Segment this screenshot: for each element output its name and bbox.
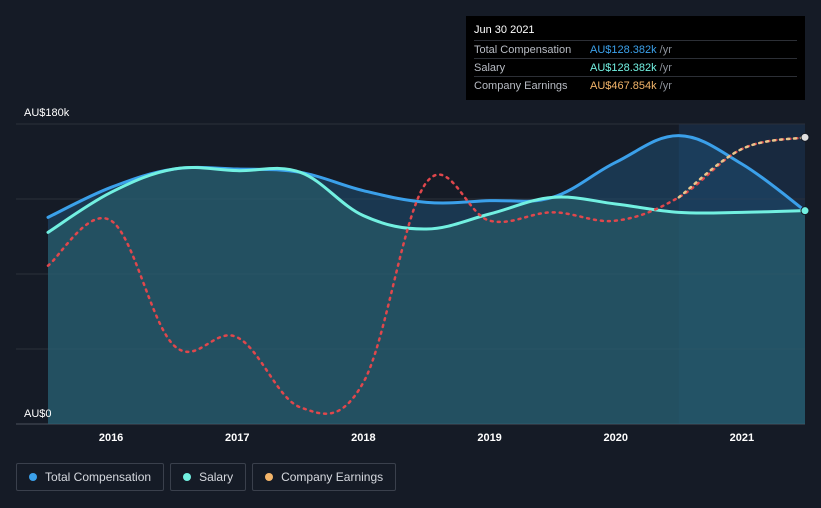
legend-label: Total Compensation — [45, 470, 152, 484]
tooltip-unit: /yr — [659, 79, 672, 92]
x-tick-label: 2020 — [604, 432, 628, 444]
y-axis-top-label: AU$180k — [24, 107, 70, 119]
tooltip-label: Company Earnings — [474, 79, 568, 92]
line-salary — [46, 166, 807, 234]
x-axis-ticks: 2016 2017 2018 2019 2020 2021 — [99, 432, 754, 444]
tooltip-row-salary: Salary AU$128.382k /yr — [474, 58, 797, 76]
tooltip-label: Total Compensation — [474, 43, 572, 56]
area-fills — [48, 135, 805, 424]
end-markers — [800, 132, 810, 216]
tooltip-value: AU$128.382k — [590, 61, 657, 74]
chart-legend: Total Compensation Salary Company Earnin… — [16, 463, 397, 491]
series-lines — [46, 134, 807, 415]
legend-label: Company Earnings — [281, 470, 384, 484]
line-company-earnings — [46, 136, 807, 415]
tooltip-date: Jun 30 2021 — [474, 24, 535, 36]
tooltip-value: AU$467.854k — [590, 79, 657, 92]
line-company-earnings-forecast — [677, 136, 807, 199]
legend-total-compensation[interactable]: Total Compensation — [16, 463, 165, 491]
tooltip-row-earnings: Company Earnings AU$467.854k /yr — [474, 76, 797, 94]
y-axis-bottom-label: AU$0 — [24, 408, 52, 420]
tooltip-label: Salary — [474, 61, 506, 74]
tooltip-row-total: Total Compensation AU$128.382k /yr — [474, 40, 797, 58]
area-salary — [48, 167, 805, 424]
tooltip-unit: /yr — [659, 61, 672, 74]
x-tick-label: 2017 — [225, 432, 249, 444]
end-marker — [800, 206, 810, 216]
x-tick-label: 2019 — [477, 432, 501, 444]
legend-label: Salary — [199, 470, 234, 484]
legend-dot-icon — [29, 473, 37, 481]
x-tick-label: 2018 — [351, 432, 375, 444]
tooltip-value: AU$128.382k — [590, 43, 657, 56]
legend-dot-icon — [265, 473, 274, 481]
x-tick-label: 2016 — [99, 432, 123, 444]
end-marker — [800, 132, 810, 142]
hover-tooltip: Jun 30 2021 Total Compensation AU$128.38… — [466, 16, 805, 100]
legend-company-earnings[interactable]: Company Earnings — [252, 463, 397, 491]
legend-dot-icon — [183, 473, 192, 481]
legend-salary[interactable]: Salary — [170, 463, 247, 491]
x-tick-label: 2021 — [730, 432, 754, 444]
tooltip-unit: /yr — [659, 43, 672, 56]
